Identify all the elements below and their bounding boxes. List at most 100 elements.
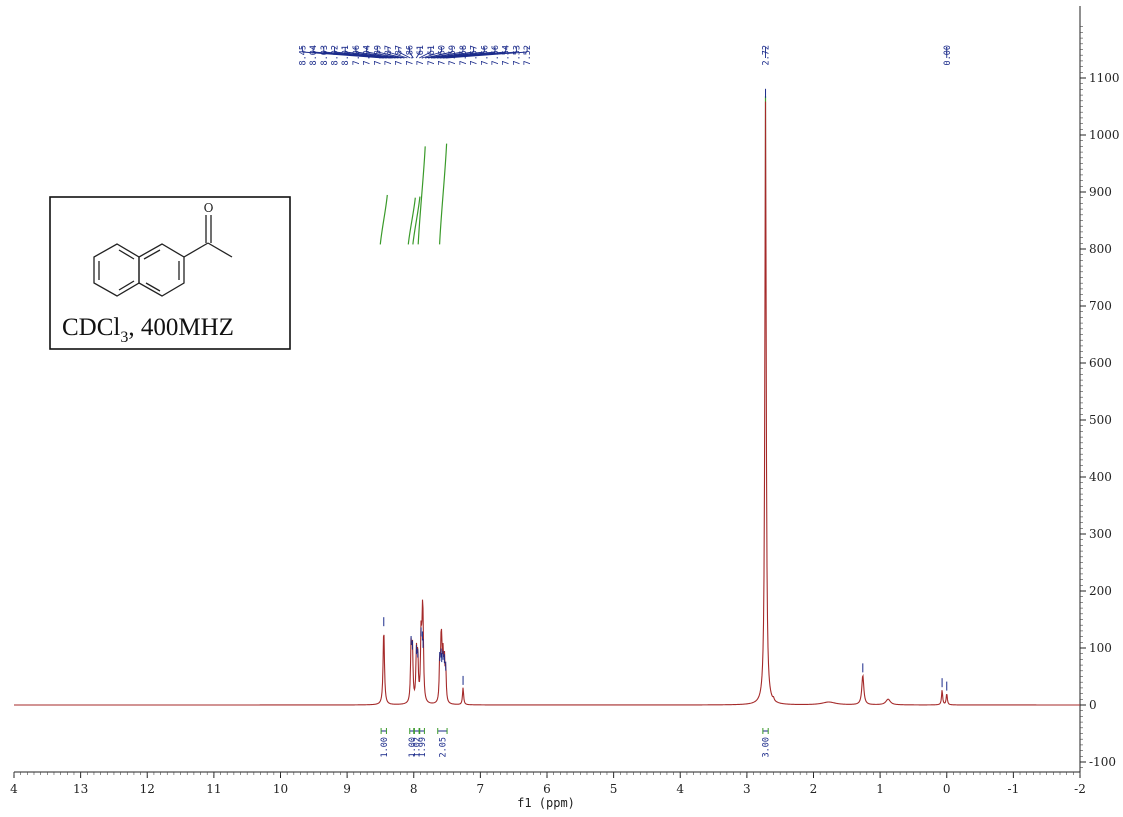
left-ring-double-bond-2 — [118, 280, 135, 291]
peak-label-leader — [427, 51, 463, 59]
peak-label: 8.03 — [320, 45, 330, 65]
x-tick-label: 12 — [140, 782, 155, 796]
x-tick-label: 3 — [743, 782, 751, 796]
peak-label: 2.72 — [762, 45, 772, 65]
structure-frame — [49, 196, 291, 350]
x-tick-label: 1 — [876, 782, 884, 796]
peak-label: 7.52 — [523, 45, 533, 65]
peak-markers-group — [383, 88, 948, 691]
y-tick-label: 100 — [1089, 641, 1112, 655]
peak-label-leader — [424, 51, 453, 59]
y-tick-label: 500 — [1089, 413, 1112, 427]
integral-curve — [439, 143, 448, 245]
peak-label-leader — [377, 51, 405, 59]
formula-prefix: CDCl — [62, 314, 120, 341]
integral-label: 1.99 — [418, 737, 428, 757]
x-tick-label: 4 — [676, 782, 684, 796]
y-tick-label: 200 — [1089, 584, 1112, 598]
x-tick-label: 2 — [810, 782, 818, 796]
peak-label: 7.89 — [373, 45, 383, 65]
peak-label: 7.96 — [352, 45, 362, 65]
right-ring-double-bond-3 — [145, 282, 161, 292]
peak-label-leader — [409, 51, 414, 59]
peak-label: 8.04 — [309, 45, 319, 65]
x-tick-label: 9 — [343, 782, 351, 796]
integral-label: 2.05 — [438, 737, 448, 757]
integrals-group: 1.00 1.001.021.99 2.05 3.00 — [380, 728, 772, 757]
y-ticks-group: -100 0 100 200 300 400 500 600 700 800 900 1000 1100 — [1080, 26, 1120, 769]
left-ring-double-bond-3 — [118, 249, 135, 260]
peak-label: 8.01 — [341, 45, 351, 65]
y-tick-label: 600 — [1089, 356, 1112, 370]
solvent-frequency-label: CDCl3, 400MHZ — [62, 314, 234, 346]
integral-curve — [417, 146, 426, 245]
peak-label: 7.86 — [405, 45, 415, 65]
y-tick-label: 0 — [1089, 698, 1097, 712]
peak-label-leader — [418, 51, 432, 59]
peak-label-leader — [445, 51, 528, 59]
peak-label: 8.02 — [330, 45, 340, 65]
formula-suffix: , 400MHZ — [128, 314, 234, 341]
peak-label: 7.56 — [491, 45, 501, 65]
y-tick-label: -100 — [1089, 755, 1116, 769]
spectrum-line — [14, 101, 1080, 706]
x-tick-label: 10 — [273, 782, 288, 796]
structure-box: O CDCl3, 400MHZ — [49, 196, 291, 350]
peak-label: 7.53 — [512, 45, 522, 65]
integral-label: 1.00 — [408, 737, 418, 757]
integral-label: 3.00 — [762, 737, 772, 757]
peak-label: 7.54 — [502, 45, 512, 65]
peak-label-leader — [387, 51, 408, 59]
peak-label: 0.00 — [943, 45, 953, 65]
peak-label: 7.87 — [395, 45, 405, 65]
y-tick-label: 900 — [1089, 185, 1112, 199]
peak-label: 7.94 — [363, 45, 373, 65]
peak-label-leader — [398, 51, 411, 59]
integral-curve — [379, 194, 388, 245]
y-tick-label: 1100 — [1089, 71, 1120, 85]
y-tick-label: 1000 — [1089, 128, 1120, 142]
axes-group: 4 13 12 11 10 9 8 7 6 5 4 3 2 1 0 -1 -2 -100010020030040… — [10, 6, 1120, 810]
carbonyl-oxygen-label: O — [204, 201, 214, 215]
integral-label: 1.00 — [380, 737, 390, 757]
peak-label-leader — [366, 51, 402, 59]
naphthalene-structure — [93, 215, 233, 297]
y-tick-label: 300 — [1089, 527, 1112, 541]
y-tick-label: 800 — [1089, 242, 1112, 256]
integral-label: 1.02 — [413, 737, 423, 757]
x-tick-label: 4 — [10, 782, 18, 796]
peak-label-leader — [345, 51, 396, 59]
x-tick-label: 8 — [410, 782, 418, 796]
peak-label-leader — [430, 51, 474, 59]
y-tick-label: 400 — [1089, 470, 1112, 484]
integral-curve — [407, 197, 416, 245]
formula-subscript: 3 — [120, 329, 128, 346]
peak-label: 7.87 — [384, 45, 394, 65]
integral-curves-group — [379, 96, 767, 245]
peak-label-leader — [415, 51, 421, 59]
x-axis-title: f1 (ppm) — [517, 796, 575, 810]
x-tick-label: 5 — [610, 782, 618, 796]
x-tick-label: 0 — [943, 782, 951, 796]
peak-label-leader — [334, 51, 393, 59]
peak-label: 8.45 — [298, 45, 308, 65]
methyl-bond — [207, 242, 233, 258]
y-tick-label: 700 — [1089, 299, 1112, 313]
integral-curve — [412, 196, 421, 245]
x-tick-label: 7 — [477, 782, 485, 796]
x-tick-label: 6 — [543, 782, 551, 796]
x-tick-label: -1 — [1008, 782, 1020, 796]
right-ring — [138, 243, 185, 297]
x-tick-label: 13 — [73, 782, 88, 796]
peak-labels-group: 8.45 8.04 8.03 8.02 8.01 7.96 7.94 7.89 7.87 7.87… — [298, 45, 952, 65]
x-tick-label: 11 — [206, 782, 221, 796]
peak-label-leader — [421, 51, 442, 59]
x-ticks-group: 4 13 12 11 10 9 8 7 6 5 4 3 2 1 0 -1 -2 — [10, 772, 1086, 796]
right-ring-double-bond-1 — [143, 249, 161, 260]
acyl-bond — [183, 242, 209, 258]
spectrum-group — [14, 101, 1080, 706]
peak-label-leader — [355, 51, 399, 59]
peak-label: 7.61 — [416, 45, 426, 65]
